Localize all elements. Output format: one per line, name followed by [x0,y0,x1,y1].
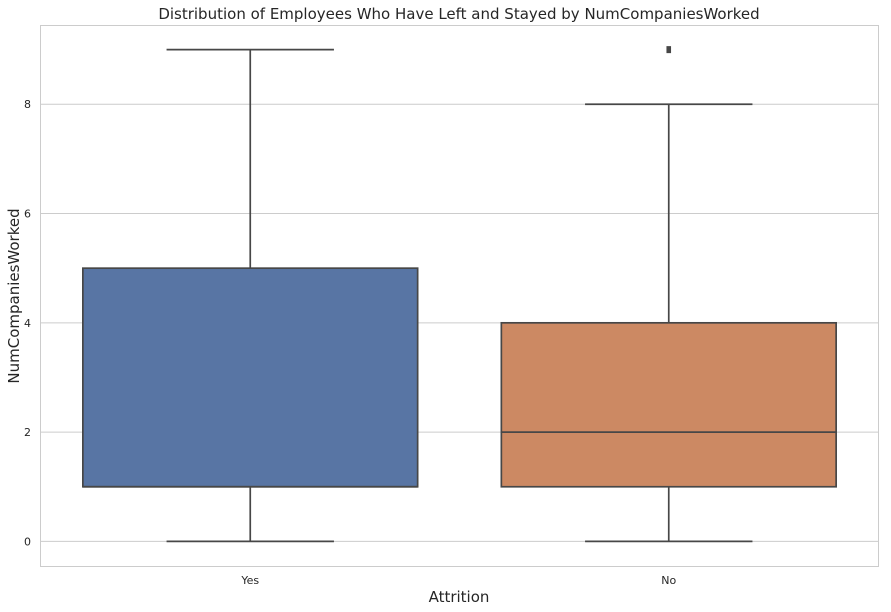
y-tick-label-6: 6 [24,208,31,221]
x-tick-labels: Yes No [240,574,676,587]
x-tick-label-yes: Yes [240,574,259,587]
boxes-layer [81,46,837,543]
y-tick-labels: 0 2 4 6 8 [24,98,31,548]
x-axis-label: Attrition [429,588,490,606]
box-no [500,321,837,488]
y-tick-label-8: 8 [24,98,31,111]
box-yes [81,267,419,488]
plot-area-frame [40,25,879,567]
x-tick-label-no: No [661,574,676,587]
y-tick-label-4: 4 [24,317,31,330]
y-axis-label: NumCompaniesWorked [5,208,23,383]
y-tick-label-2: 2 [24,426,31,439]
y-tick-label-0: 0 [24,535,31,548]
chart-title: Distribution of Employees Who Have Left … [158,5,759,23]
outlier-point-no-0 [666,46,672,54]
